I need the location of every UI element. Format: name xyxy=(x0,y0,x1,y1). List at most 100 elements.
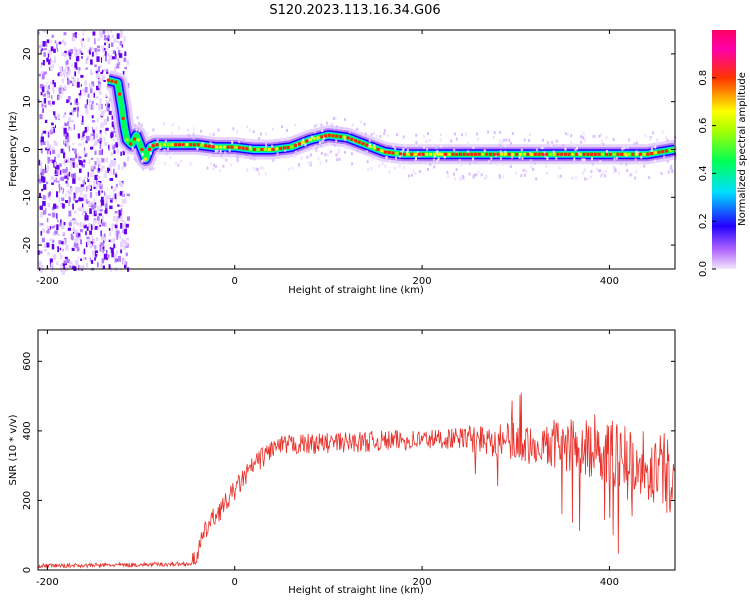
noise-speck xyxy=(119,234,121,239)
ridge-fleck xyxy=(149,151,152,155)
noise-speck xyxy=(64,112,67,115)
noise-speck xyxy=(94,38,96,45)
ridge-fleck xyxy=(352,123,354,127)
ridge-peak-cell xyxy=(459,152,462,156)
ridge-fleck xyxy=(522,168,525,172)
ridge-peak-cell xyxy=(372,146,376,150)
noise-speck xyxy=(94,245,96,250)
ridge-peak-cell xyxy=(148,148,151,151)
noise-speck xyxy=(84,152,88,157)
noise-speck xyxy=(107,254,110,258)
noise-speck xyxy=(74,199,79,203)
ridge-fleck xyxy=(495,154,498,158)
ridge-fleck xyxy=(236,155,239,159)
noise-speck xyxy=(100,103,103,110)
noise-speck xyxy=(98,213,102,216)
noise-speck xyxy=(110,30,112,33)
noise-speck xyxy=(116,250,119,255)
noise-speck xyxy=(54,205,59,209)
noise-speck xyxy=(42,141,46,146)
ridge-fleck xyxy=(596,167,598,171)
noise-speck xyxy=(93,93,95,98)
noise-speck xyxy=(83,151,86,155)
noise-speck xyxy=(114,66,117,71)
ridge-fleck xyxy=(439,133,442,137)
ridge-fleck xyxy=(437,157,440,161)
ridge-peak-cell xyxy=(331,134,335,138)
ridge-fleck xyxy=(252,130,255,134)
noise-speck xyxy=(51,182,54,185)
ridge-peak-cell xyxy=(297,142,301,146)
ridge-peak-cell xyxy=(185,143,189,147)
noise-speck xyxy=(109,205,113,210)
noise-speck xyxy=(60,255,63,260)
noise-speck xyxy=(96,157,100,161)
noise-speck xyxy=(90,146,94,150)
noise-speck xyxy=(79,229,83,233)
noise-speck xyxy=(68,190,72,195)
ridge-fleck xyxy=(379,135,382,138)
ridge-fleck xyxy=(385,155,388,159)
ridge-fleck xyxy=(287,168,290,171)
noise-speck xyxy=(90,59,93,65)
noise-speck xyxy=(51,159,56,164)
ridge-fleck xyxy=(187,128,189,132)
noise-speck xyxy=(67,227,71,231)
noise-speck xyxy=(116,233,119,240)
colorbar: 0.0 0.2 0.4 0.6 0.8 Normalized spectral ampl… xyxy=(698,30,748,277)
ridge-fleck xyxy=(214,149,217,153)
ridge-fleck xyxy=(492,136,495,139)
ridge-fleck xyxy=(504,150,507,154)
noise-speck xyxy=(58,95,60,100)
ridge-fleck xyxy=(201,142,204,146)
noise-speck xyxy=(78,93,82,96)
ridge-fleck xyxy=(433,154,436,158)
noise-speck xyxy=(71,75,73,80)
ridge-fleck xyxy=(489,161,492,165)
noise-speck xyxy=(49,144,52,150)
noise-speck xyxy=(41,71,44,75)
noise-speck xyxy=(49,50,52,55)
ridge-peak-cell xyxy=(518,152,522,156)
noise-speck xyxy=(59,203,63,207)
noise-speck xyxy=(58,89,62,94)
ridge-fleck xyxy=(440,144,443,148)
noise-speck xyxy=(125,252,128,257)
noise-speck xyxy=(90,166,94,172)
noise-speck xyxy=(121,239,125,242)
ridge-fleck xyxy=(546,156,549,160)
noise-speck xyxy=(104,142,108,146)
noise-speck xyxy=(50,46,54,52)
noise-speck xyxy=(67,177,69,181)
ridge-fleck xyxy=(551,141,553,144)
noise-speck xyxy=(89,230,92,235)
ridge-fleck xyxy=(447,174,450,178)
colorbar-tick-label: 0.8 xyxy=(698,70,709,86)
ridge-fleck xyxy=(156,138,159,142)
ridge-fleck xyxy=(188,134,191,137)
ridge-fleck xyxy=(594,134,597,138)
noise-speck xyxy=(79,160,83,165)
ridge-fleck xyxy=(276,152,279,156)
noise-speck xyxy=(48,131,50,138)
noise-speck xyxy=(111,42,114,47)
ridge-peak-cell xyxy=(219,145,223,149)
ridge-fleck xyxy=(293,154,296,158)
noise-speck xyxy=(53,179,56,183)
noise-speck xyxy=(118,49,121,56)
noise-speck xyxy=(82,142,84,145)
ridge-fleck xyxy=(329,150,332,154)
ridge-fleck xyxy=(149,167,152,171)
noise-speck xyxy=(100,200,105,206)
ridge-fleck xyxy=(462,176,465,180)
noise-speck xyxy=(56,153,60,158)
ridge-fleck xyxy=(209,162,212,166)
noise-speck xyxy=(65,200,68,203)
noise-speck xyxy=(71,247,75,251)
noise-speck xyxy=(46,140,49,145)
noise-speck xyxy=(68,222,72,227)
noise-speck xyxy=(95,191,99,196)
ridge-fleck xyxy=(271,144,274,148)
ridge-peak-cell xyxy=(410,152,414,156)
noise-speck xyxy=(52,239,55,243)
